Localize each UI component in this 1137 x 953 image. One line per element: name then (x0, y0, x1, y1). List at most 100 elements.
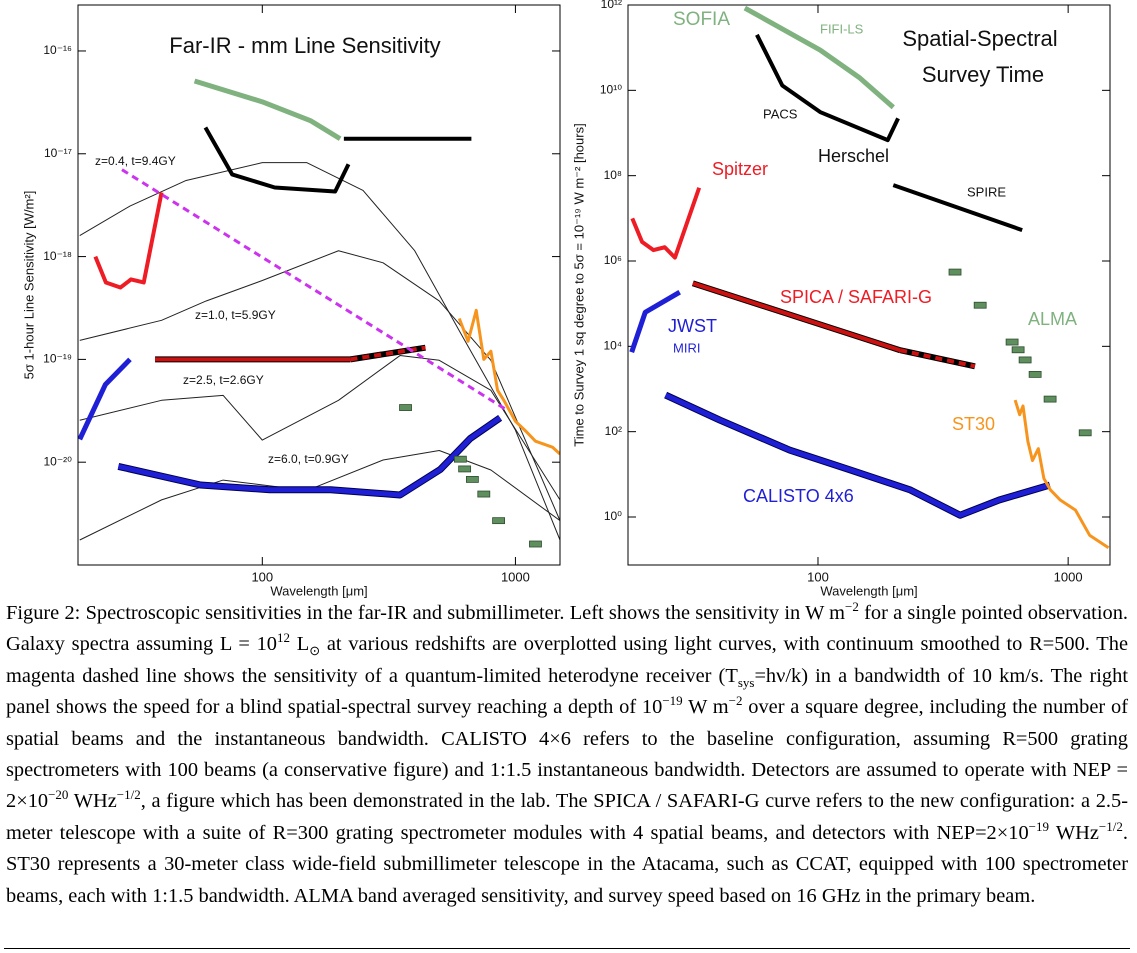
band-marker (1043, 395, 1057, 403)
annotation: z=6.0, t=0.9GY (268, 452, 349, 466)
series-line (193, 78, 342, 141)
caption-text: over a square degree, including the numb… (6, 696, 1128, 813)
series-line (664, 392, 1051, 518)
caption-text: 12 (277, 630, 290, 646)
band-marker (973, 301, 987, 309)
x-tick-label: 1000 (501, 569, 530, 584)
band-marker (477, 490, 491, 498)
series-line (203, 126, 351, 194)
series-line (692, 281, 901, 353)
annotation: PACS (763, 106, 798, 121)
caption-text: W m (682, 696, 729, 719)
series-line (79, 162, 560, 541)
caption-text: −1/2 (116, 787, 141, 803)
plot-frame (77, 4, 561, 566)
series-line (630, 187, 702, 260)
caption-text: ⊙ (309, 643, 321, 659)
caption-text: −1/2 (1098, 819, 1123, 835)
band-marker (458, 465, 472, 473)
y-tick-label: 10⁻¹⁹ (43, 352, 72, 366)
annotation: Spitzer (712, 159, 768, 179)
annotation: SOFIA (673, 9, 730, 30)
x-tick-label: 100 (251, 569, 273, 584)
x-tick-label: 100 (807, 569, 829, 584)
caption-text: . ST30 represents a 30-meter class wide-… (6, 821, 1128, 907)
y-tick-label: 10⁰ (604, 509, 622, 523)
caption-text: WHz (1049, 821, 1099, 844)
series-line (457, 308, 560, 456)
band-marker (948, 268, 962, 276)
annotation: z=1.0, t=5.9GY (195, 308, 276, 322)
series-line (79, 355, 560, 501)
y-tick-label: 10⁸ (604, 168, 622, 182)
caption-text: Figure 2: Spectroscopic sensitivities in… (6, 602, 846, 624)
series-line (79, 250, 560, 521)
series-line (78, 357, 132, 441)
band-marker (453, 455, 467, 463)
series-line (79, 449, 560, 541)
annotation: z=0.4, t=9.4GY (95, 154, 176, 168)
series-line (121, 168, 506, 411)
y-tick-label: 10⁻¹⁷ (44, 146, 72, 160)
y-tick-label: 10⁴ (603, 339, 622, 353)
series-line (892, 183, 1023, 232)
caption-text: −2 (728, 693, 743, 709)
y-tick-label: 10¹⁰ (600, 83, 622, 97)
annotation: z=2.5, t=2.6GY (183, 373, 264, 387)
band-marker (1011, 346, 1025, 354)
y-tick-label: 10⁻¹⁸ (43, 249, 72, 263)
band-marker (1078, 429, 1092, 437)
caption: Figure 2: Spectroscopic sensitivities in… (6, 598, 1128, 912)
x-axis-label: Wavelength [μm] (820, 583, 917, 598)
annotation: SPICA / SAFARI-G (780, 287, 932, 307)
band-marker (465, 476, 479, 483)
annotation: Herschel (818, 146, 889, 166)
y-tick-label: 10⁻¹⁶ (43, 43, 72, 57)
series-line (1013, 399, 1110, 550)
caption-text: −20 (48, 787, 69, 803)
caption-text: −19 (662, 693, 683, 709)
annotation: ALMA (1028, 309, 1077, 329)
annotation: SPIRE (967, 184, 1006, 199)
annotation: FIFI-LS (820, 21, 864, 36)
band-marker (1028, 370, 1042, 378)
x-axis-label: Wavelength [μm] (270, 583, 367, 598)
annotation: CALISTO 4x6 (743, 486, 854, 506)
series-line (117, 415, 502, 498)
y-tick-label: 10² (605, 424, 622, 438)
band-marker (529, 540, 542, 548)
plot-frame (627, 4, 1111, 566)
caption-text: −2 (845, 599, 859, 615)
caption-text: WHz (68, 790, 117, 813)
caption-text: =hν/k) in a bandwidth of 10 km/s. The ri… (6, 664, 1128, 719)
band-marker (492, 517, 505, 525)
series-line (755, 33, 900, 143)
caption-text: at various redshifts are overplotted usi… (6, 633, 1128, 687)
series-line (743, 5, 895, 110)
series-line (629, 290, 681, 353)
series-line (899, 348, 976, 369)
annotation: ST30 (952, 414, 995, 434)
figure: 100 1000 10⁻¹⁶ 10⁻¹⁷ 10⁻¹⁸ 10⁻¹⁹ 10⁻²⁰ Waveleng… (21, 0, 1111, 598)
chart-title: Far-IR - mm Line Sensitivity (169, 33, 440, 58)
caption-text: −19 (1028, 819, 1049, 835)
caption-text: for a single pointed observation. Galaxy… (6, 602, 1128, 656)
y-tick-label: 10⁻²⁰ (44, 454, 73, 468)
annotation: MIRI (673, 340, 700, 355)
caption-text: sys (737, 674, 755, 690)
plot-area (78, 78, 560, 548)
plot-area (629, 5, 1110, 550)
y-tick-label: 10¹² (601, 0, 622, 11)
caption-text: , a figure which has been demonstrated i… (6, 790, 1128, 844)
x-tick-label: 1000 (1054, 569, 1083, 584)
chart-title: Spatial-Spectral (902, 26, 1057, 51)
chart-title: Survey Time (922, 62, 1044, 87)
y-axis-label: 5σ 1-hour Line Sensitivity [W/m²] (21, 191, 36, 380)
band-marker (399, 404, 412, 411)
band-marker (1005, 338, 1019, 346)
band-marker (1018, 356, 1032, 364)
series-line (93, 192, 164, 290)
rule (4, 948, 1130, 949)
caption-text: L (290, 633, 310, 656)
